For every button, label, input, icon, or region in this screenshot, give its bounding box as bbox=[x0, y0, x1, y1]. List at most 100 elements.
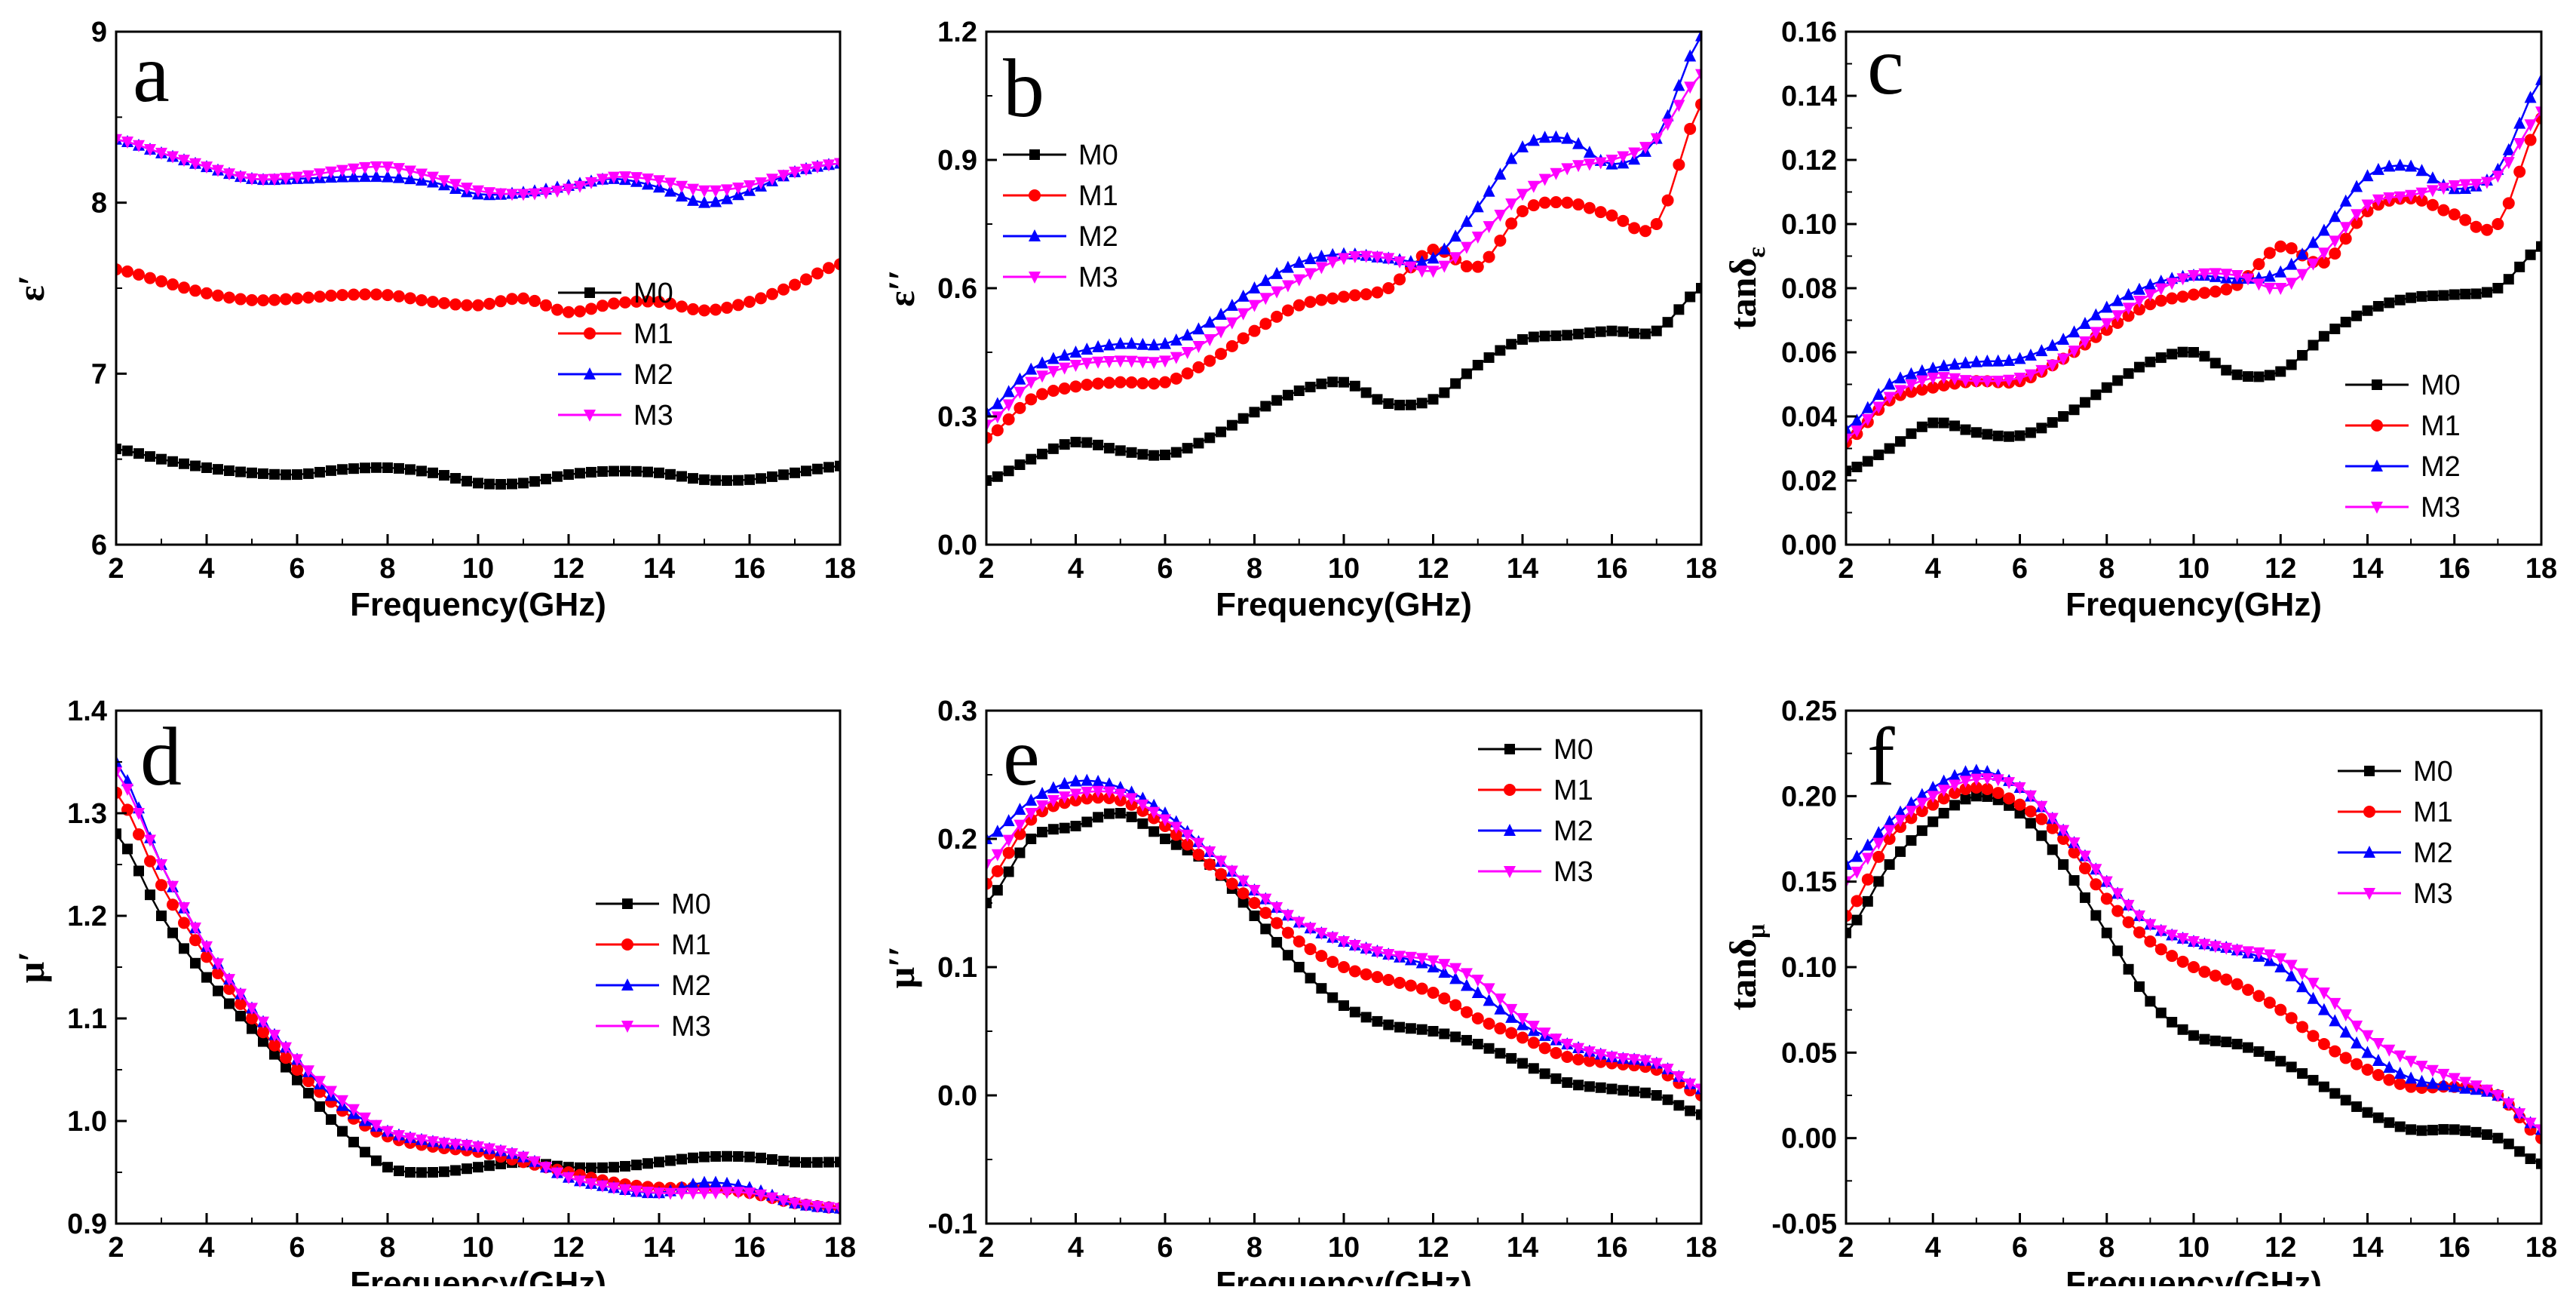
data-point-M3 bbox=[1981, 376, 1994, 389]
data-point-M0 bbox=[116, 444, 121, 455]
data-point-M3 bbox=[1650, 1058, 1663, 1070]
y-tick-label: 0.04 bbox=[1781, 401, 1837, 433]
data-point-M2 bbox=[1915, 788, 1928, 800]
legend-marker-M1 bbox=[584, 327, 596, 339]
data-point-M0 bbox=[2308, 339, 2319, 351]
data-point-M0 bbox=[620, 465, 630, 477]
x-tick-label: 14 bbox=[1507, 553, 1538, 585]
data-point-M2 bbox=[1959, 765, 1972, 778]
data-point-M0 bbox=[314, 466, 325, 478]
data-point-M1 bbox=[1204, 355, 1216, 367]
data-point-M1 bbox=[2296, 1021, 2309, 1034]
data-point-M1 bbox=[1326, 956, 1339, 969]
data-point-M0 bbox=[201, 462, 212, 473]
data-point-M1 bbox=[189, 934, 201, 947]
data-point-M3 bbox=[1583, 1046, 1596, 1059]
data-point-M1 bbox=[268, 1039, 281, 1052]
legend-marker-M0 bbox=[622, 898, 633, 909]
data-point-M2 bbox=[1259, 274, 1272, 287]
data-point-M0 bbox=[1483, 1043, 1495, 1054]
y-tick-label: 0.6 bbox=[937, 273, 977, 305]
data-point-M1 bbox=[1970, 782, 1983, 794]
data-point-M2 bbox=[1036, 787, 1049, 800]
data-point-M0 bbox=[116, 828, 121, 840]
data-point-M0 bbox=[2297, 349, 2308, 361]
data-point-M2 bbox=[2372, 1053, 2384, 1066]
data-point-M1 bbox=[370, 288, 382, 301]
data-point-M3 bbox=[268, 1030, 281, 1043]
x-tick-label: 8 bbox=[379, 553, 395, 585]
data-point-M2 bbox=[1673, 78, 1685, 91]
data-point-M3 bbox=[1159, 355, 1171, 368]
data-point-M0 bbox=[1170, 447, 1182, 458]
data-point-M0 bbox=[473, 478, 483, 489]
data-point-M3 bbox=[2459, 179, 2472, 192]
data-point-M0 bbox=[1316, 983, 1327, 994]
data-point-M2 bbox=[2405, 1071, 2418, 1084]
y-tick-label: 0.05 bbox=[1781, 1037, 1837, 1069]
x-tick-label: 6 bbox=[1157, 553, 1173, 585]
data-point-M0 bbox=[1081, 816, 1093, 828]
data-point-M1 bbox=[2144, 298, 2157, 311]
data-point-M0 bbox=[1539, 1068, 1550, 1080]
data-point-M0 bbox=[1383, 1019, 1394, 1030]
panel-label: a bbox=[133, 27, 170, 119]
data-point-M0 bbox=[620, 1160, 630, 1172]
data-point-M1 bbox=[212, 967, 224, 980]
data-point-M0 bbox=[2427, 290, 2438, 302]
y-tick-label: 1.0 bbox=[67, 1106, 107, 1138]
legend-marker-M1 bbox=[2371, 419, 2383, 432]
data-point-M3 bbox=[449, 179, 462, 192]
legend-label-M3: M3 bbox=[2413, 878, 2453, 910]
data-point-M2 bbox=[2046, 339, 2059, 352]
legend-label-M0: M0 bbox=[2413, 756, 2453, 788]
data-point-M1 bbox=[1583, 1055, 1596, 1067]
data-point-M1 bbox=[325, 289, 337, 302]
data-point-M0 bbox=[733, 1150, 744, 1162]
data-point-M3 bbox=[144, 834, 156, 847]
data-point-M1 bbox=[1594, 206, 1607, 219]
data-point-M0 bbox=[1216, 426, 1227, 438]
x-tick-label: 2 bbox=[978, 1232, 994, 1264]
x-axis-title: Frequency(GHz) bbox=[2065, 586, 2322, 623]
data-point-M3 bbox=[1348, 250, 1361, 263]
data-point-M0 bbox=[2036, 830, 2047, 841]
series-M3 bbox=[116, 134, 840, 201]
x-tick-label: 6 bbox=[289, 1232, 305, 1264]
data-point-M3 bbox=[2524, 1117, 2537, 1130]
data-point-M1 bbox=[1215, 868, 1228, 880]
data-point-M3 bbox=[1561, 163, 1574, 176]
data-point-M0 bbox=[1260, 923, 1271, 935]
data-point-M3 bbox=[540, 1162, 552, 1175]
data-point-M2 bbox=[359, 170, 371, 183]
data-point-M1 bbox=[2394, 1077, 2406, 1090]
data-point-M1 bbox=[1304, 943, 1317, 956]
data-point-M2 bbox=[1271, 266, 1283, 279]
data-point-M1 bbox=[1281, 926, 1294, 939]
data-point-M0 bbox=[744, 1151, 755, 1163]
data-point-M0 bbox=[1970, 791, 1982, 802]
data-point-M3 bbox=[540, 187, 552, 200]
data-point-M1 bbox=[732, 299, 744, 312]
data-point-M0 bbox=[823, 1156, 834, 1168]
data-point-M3 bbox=[348, 163, 360, 176]
data-point-M0 bbox=[2264, 370, 2275, 381]
data-point-M0 bbox=[145, 889, 155, 901]
x-axis-title: Frequency(GHz) bbox=[1216, 586, 1472, 623]
data-point-M2 bbox=[1415, 255, 1428, 268]
x-tick-label: 16 bbox=[734, 1232, 765, 1264]
data-point-M1 bbox=[1438, 992, 1451, 1005]
data-point-M1 bbox=[1483, 250, 1495, 263]
data-point-M0 bbox=[1916, 825, 1927, 837]
x-tick-label: 4 bbox=[1068, 1232, 1084, 1264]
data-point-M3 bbox=[619, 171, 631, 184]
data-point-M3 bbox=[2448, 180, 2461, 192]
data-point-M0 bbox=[1472, 360, 1483, 370]
data-point-M2 bbox=[721, 1176, 733, 1189]
data-point-M0 bbox=[2079, 397, 2090, 408]
y-tick-label: 0.15 bbox=[1781, 867, 1837, 898]
data-point-M1 bbox=[1927, 798, 1940, 811]
data-point-M3 bbox=[438, 1138, 450, 1150]
data-point-M1 bbox=[1650, 218, 1663, 230]
